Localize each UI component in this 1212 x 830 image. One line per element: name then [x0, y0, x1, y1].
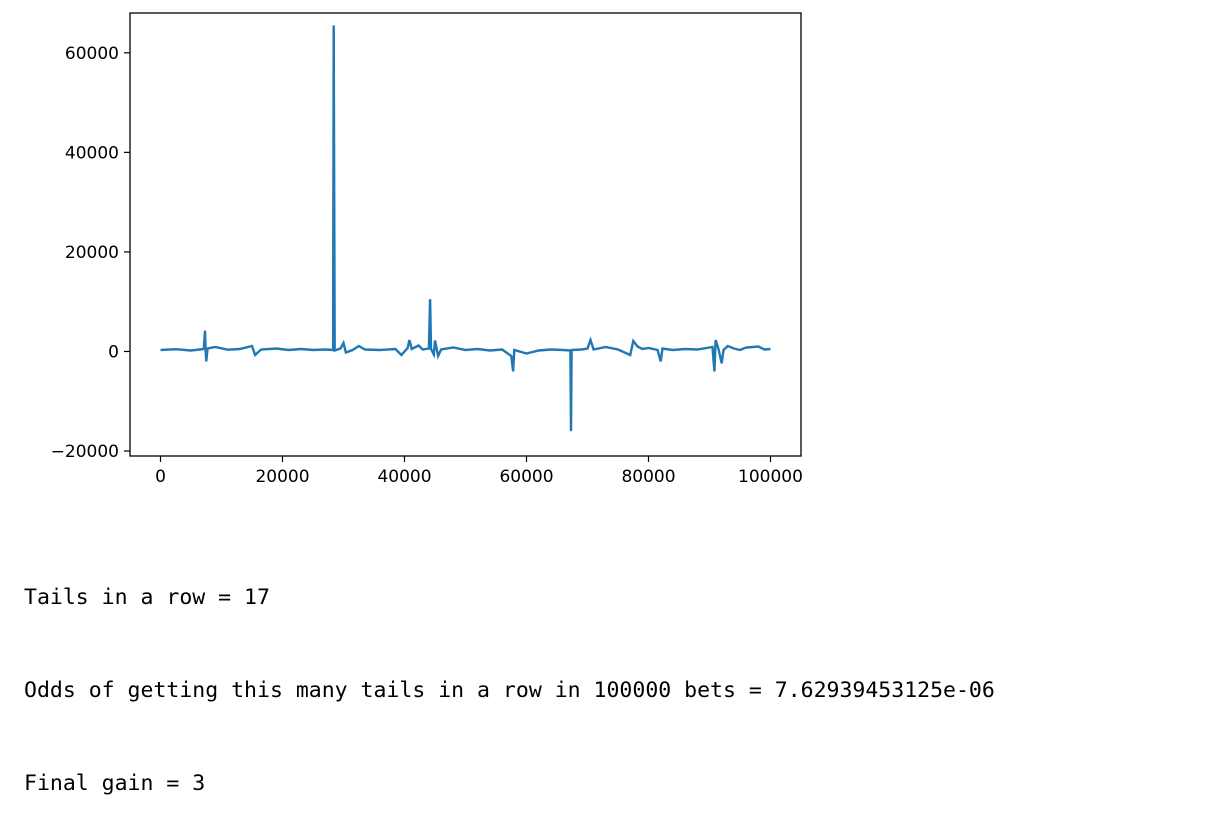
y-tick-label: 0: [108, 342, 119, 362]
line-chart: 0 20000 40000 60000 80000 100000 −20000 0 20000…: [51, 12, 803, 487]
y-tick-label: −20000: [51, 442, 119, 462]
odds-text: Odds of getting this many tails in a row…: [24, 678, 995, 703]
cell-output: Tails in a row = 17 Odds of getting this…: [24, 520, 995, 830]
y-tick-label: 40000: [65, 143, 119, 163]
x-tick-label: 20000: [255, 467, 309, 487]
y-axis: −20000 0 20000 40000 60000: [51, 44, 130, 462]
x-tick-label: 60000: [499, 467, 553, 487]
series-line: [160, 25, 771, 432]
tails-in-a-row-text: Tails in a row = 17: [24, 585, 270, 610]
plot-area: [130, 13, 801, 456]
y-tick-label: 20000: [65, 243, 119, 263]
x-tick-label: 40000: [377, 467, 431, 487]
plot-frame: [129, 12, 802, 457]
x-tick-label: 0: [155, 467, 166, 487]
y-tick-label: 60000: [65, 44, 119, 64]
x-tick-label: 100000: [738, 467, 803, 487]
x-axis: 0 20000 40000 60000 80000 100000: [155, 456, 803, 487]
x-tick-label: 80000: [621, 467, 675, 487]
final-gain-text: Final gain = 3: [24, 771, 206, 796]
